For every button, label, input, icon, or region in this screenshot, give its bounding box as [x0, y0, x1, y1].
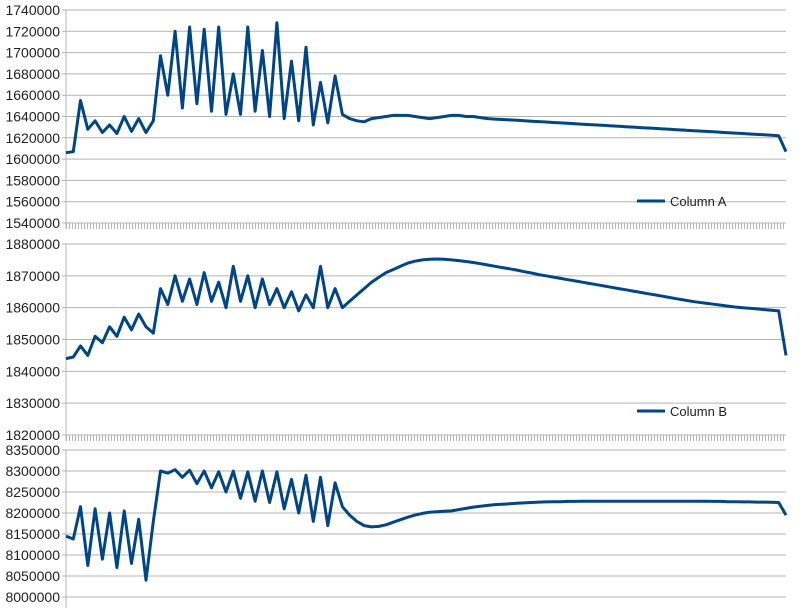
y-tick-label: 1850000	[5, 332, 60, 348]
y-tick-label: 1600000	[5, 151, 60, 167]
x-axis-ticks	[66, 223, 786, 229]
y-tick-label: 8300000	[5, 463, 60, 479]
y-tick-label: 1540000	[5, 215, 60, 231]
chart-panel-1: 1540000 1560000 1580000 1600000 1620000 16400…	[5, 2, 788, 231]
y-tick-label: 8350000	[5, 442, 60, 458]
y-tick-label: 8050000	[5, 568, 60, 584]
y-tick-label: 1880000	[5, 236, 60, 252]
chart-panel-2: 1820000 1830000 1840000 1850000 1860000 18700…	[5, 236, 788, 443]
y-tick-label: 1640000	[5, 109, 60, 125]
legend: Column B	[637, 404, 727, 419]
y-tick-label: 8150000	[5, 526, 60, 542]
y-tick-label: 1680000	[5, 66, 60, 82]
y-tick-label: 8100000	[5, 547, 60, 563]
y-tick-label: 1620000	[5, 130, 60, 146]
y-tick-label: 1560000	[5, 194, 60, 210]
legend: Column A	[637, 194, 727, 209]
series-line	[65, 21, 788, 155]
y-tick-label: 1700000	[5, 45, 60, 61]
y-tick-label: 1870000	[5, 268, 60, 284]
series-line	[65, 257, 788, 361]
y-tick-label: 1580000	[5, 172, 60, 188]
y-tick-label: 1660000	[5, 87, 60, 103]
y-tick-label: 1830000	[5, 395, 60, 411]
legend-label: Column A	[670, 194, 727, 209]
y-tick-label: 8200000	[5, 505, 60, 521]
y-tick-label: 8000000	[5, 589, 60, 605]
series-line	[65, 468, 788, 582]
y-tick-label: 1820000	[5, 427, 60, 443]
y-tick-label: 1840000	[5, 363, 60, 379]
legend-label: Column B	[670, 404, 727, 419]
y-tick-label: 1860000	[5, 300, 60, 316]
x-axis-ticks	[66, 435, 786, 441]
y-tick-label: 1740000	[5, 2, 60, 18]
chart-panel-3: 8000000 8050000 8100000 8150000 8200000 82500…	[5, 442, 788, 608]
y-tick-label: 1720000	[5, 23, 60, 39]
y-tick-label: 8250000	[5, 484, 60, 500]
